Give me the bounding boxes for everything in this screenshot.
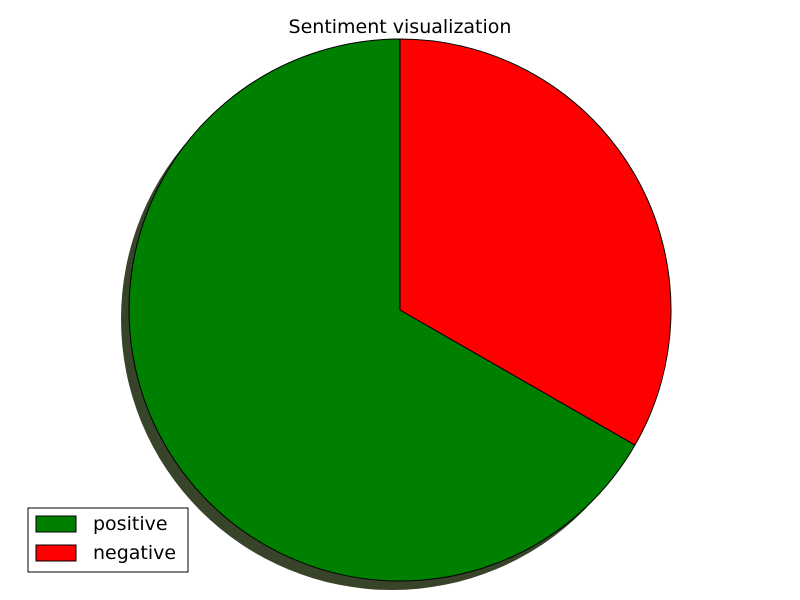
pie-slice-positive [128, 38, 636, 582]
legend-swatch-positive [35, 515, 77, 533]
legend: positive negative [27, 507, 189, 573]
pie-slice-negative [399, 38, 672, 446]
pie-slices [128, 38, 672, 582]
chart-title: Sentiment visualization [289, 16, 512, 38]
legend-label-positive: positive [93, 513, 168, 535]
legend-label-negative: negative [93, 542, 176, 564]
legend-swatch-negative [35, 544, 77, 562]
